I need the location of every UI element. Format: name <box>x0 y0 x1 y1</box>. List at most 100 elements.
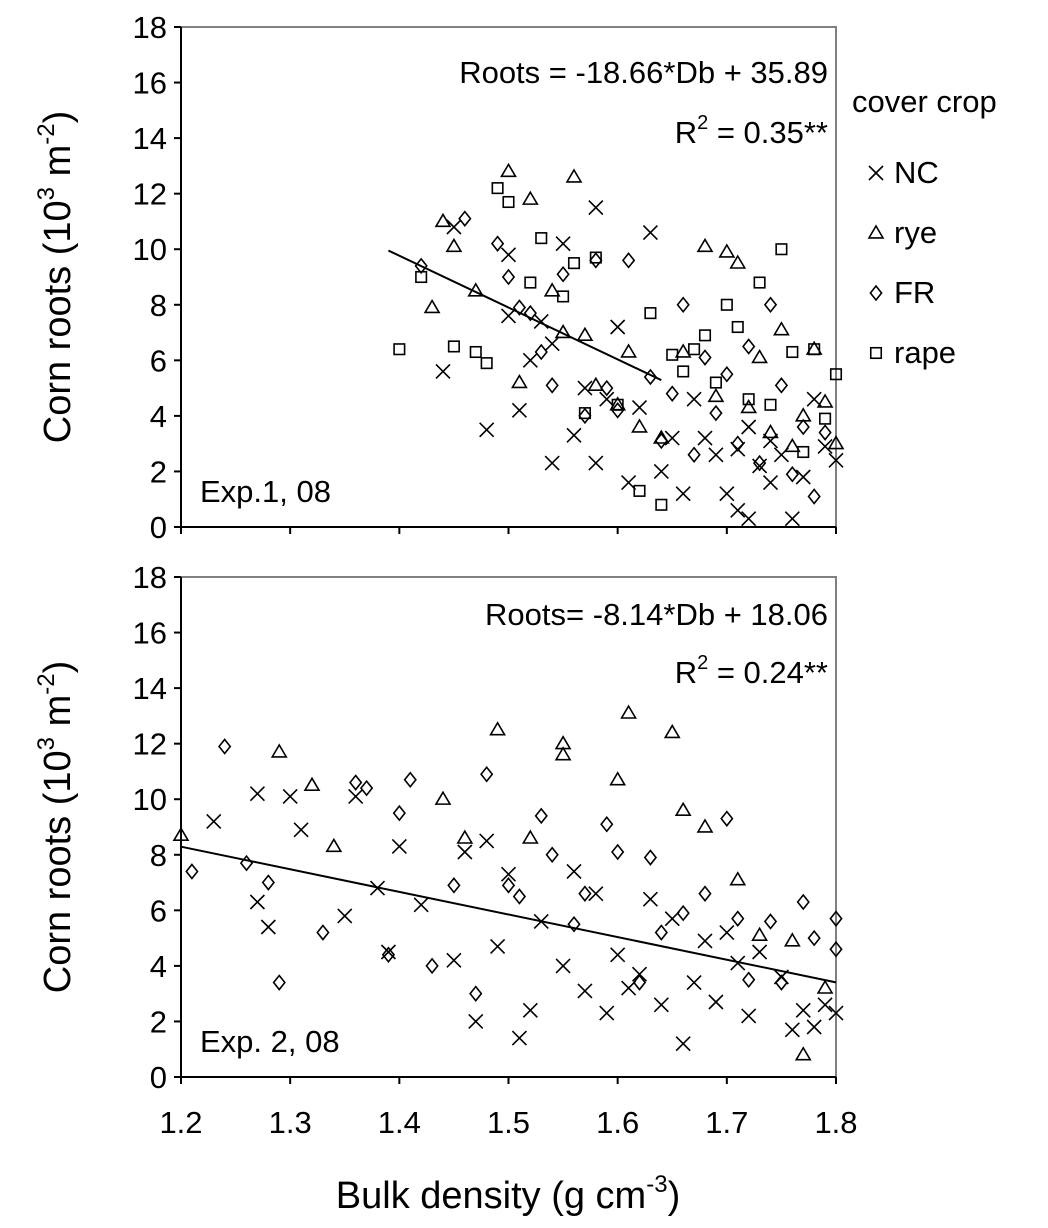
point-FR <box>600 815 614 833</box>
point-rape <box>491 182 504 195</box>
point-NC <box>806 391 822 407</box>
point-NC <box>653 997 669 1013</box>
point-NC <box>435 363 451 380</box>
point-NC <box>621 474 637 491</box>
point-NC <box>468 1013 484 1030</box>
point-NC <box>828 452 844 468</box>
point-FR <box>687 446 701 464</box>
point-FR <box>720 365 734 383</box>
point-FR <box>589 252 603 269</box>
point-rape <box>393 343 406 356</box>
point-rape <box>415 270 428 284</box>
point-FR <box>272 974 286 991</box>
point-NC <box>741 419 757 435</box>
point-rye <box>816 393 834 408</box>
y-tick-label: 16 <box>133 616 167 651</box>
point-NC <box>686 974 702 991</box>
point-rape <box>819 412 832 425</box>
point-NC <box>806 1019 822 1035</box>
point-FR <box>403 771 417 789</box>
point-NC <box>631 966 648 982</box>
point-NC <box>577 983 593 999</box>
point-rape <box>447 340 460 353</box>
x-tick-label: 1.2 <box>159 1105 202 1140</box>
plot-area-frame <box>180 576 837 1078</box>
y-tick-label: 2 <box>150 1004 167 1039</box>
point-rye <box>445 237 463 253</box>
point-FR <box>578 407 592 425</box>
point-rye <box>434 790 452 805</box>
y-tick-label: 2 <box>150 454 167 489</box>
x-tick-marks <box>180 527 837 534</box>
point-FR <box>676 904 690 922</box>
point-rye <box>783 932 801 947</box>
x-tick-label: 1.7 <box>705 1105 748 1140</box>
point-FR <box>785 465 799 483</box>
scatter-marks <box>172 704 844 1061</box>
point-FR <box>512 888 527 905</box>
point-FR <box>534 343 548 361</box>
point-FR <box>709 404 723 422</box>
legend-label-NC: NC <box>894 155 939 190</box>
point-rye <box>270 743 288 758</box>
point-NC <box>719 924 735 941</box>
point-rye <box>587 376 605 392</box>
x-tick-label: 1.8 <box>814 1105 857 1140</box>
y-tick-label: 18 <box>133 560 167 595</box>
point-NC <box>457 844 473 860</box>
point-FR <box>545 377 559 394</box>
point-FR <box>643 368 658 386</box>
legend-items: NC rye FR rape <box>867 155 956 370</box>
point-FR <box>742 971 756 989</box>
y-tick-label: 12 <box>133 177 167 212</box>
point-rape <box>786 345 799 359</box>
point-rape <box>742 393 755 406</box>
point-rye <box>620 343 637 358</box>
point-rape <box>655 498 668 511</box>
point-NC <box>762 474 779 491</box>
point-FR <box>698 349 712 366</box>
point-rape <box>731 320 744 334</box>
y-tick-label: 8 <box>150 838 167 873</box>
point-NC <box>206 813 222 830</box>
legend-label-rape: rape <box>894 335 956 370</box>
point-FR <box>501 877 516 894</box>
point-rape <box>797 445 810 459</box>
point-NC <box>511 1030 527 1046</box>
point-NC <box>675 486 691 502</box>
point-rye <box>620 704 637 719</box>
point-rape <box>633 484 646 497</box>
point-NC <box>544 455 560 471</box>
point-FR <box>239 854 254 872</box>
point-NC <box>522 352 538 368</box>
y-ticks: 0 2 4 6 8 10 12 14 16 18 <box>133 560 181 1095</box>
point-NC <box>490 938 506 955</box>
y-tick-label: 10 <box>133 782 167 817</box>
point-rye <box>631 418 648 433</box>
point-FR <box>774 377 789 394</box>
y-tick-label: 12 <box>133 727 167 762</box>
point-FR <box>807 488 821 505</box>
point-rape <box>666 348 679 361</box>
point-FR <box>654 432 668 450</box>
point-FR <box>621 252 636 269</box>
point-FR <box>600 379 614 397</box>
point-FR <box>567 915 581 933</box>
point-rape <box>764 398 777 411</box>
point-rye <box>827 435 845 450</box>
point-FR <box>665 385 679 402</box>
legend-marker-rape <box>869 346 883 360</box>
point-FR <box>829 940 843 958</box>
point-NC <box>555 236 571 252</box>
point-NC <box>260 919 276 935</box>
legend-label-FR: FR <box>894 275 935 310</box>
point-rape <box>578 407 591 420</box>
regression-line <box>387 249 662 382</box>
scatter-marks <box>393 162 845 527</box>
point-rye <box>696 237 714 253</box>
point-FR <box>316 924 330 941</box>
point-NC <box>479 833 495 849</box>
legend-marker-FR <box>869 284 883 302</box>
point-NC <box>697 933 713 949</box>
legend-marker-rye <box>867 224 885 239</box>
